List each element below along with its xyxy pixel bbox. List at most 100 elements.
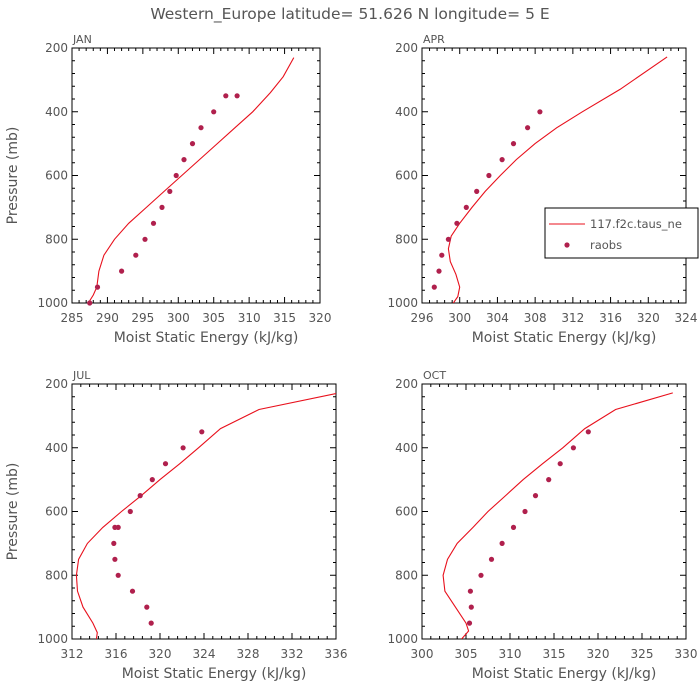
x-tick-label: 332 [281,647,304,661]
raobs-point [211,109,217,115]
y-tick-label: 600 [45,505,68,519]
legend-model-label: 117.f2c.taus_ne [590,217,682,231]
model-series-line [447,56,668,303]
raobs-point [137,493,143,499]
raobs-point [167,188,173,194]
raobs-point [532,493,539,499]
y-tick-label: 800 [395,568,418,582]
panel-label: JUL [72,369,91,382]
raobs-point [129,588,136,594]
raobs-point [463,204,469,210]
raobs-point [510,141,517,147]
x-tick-label: 296 [411,311,434,325]
raobs-point [510,524,517,531]
panel-label: JAN [72,33,92,46]
plot-frame [71,47,321,304]
raobs-point [148,620,154,626]
legend-obs-swatch [564,242,570,248]
legend-box [544,207,699,259]
raobs-point [499,540,505,547]
x-tick-label: 305 [202,311,225,325]
raobs-point [467,588,473,594]
raobs-point [198,125,204,131]
raobs-point [115,524,121,531]
legend-obs-label: raobs [590,238,622,252]
y-tick-label: 600 [45,169,68,183]
x-tick-label: 320 [149,647,172,661]
raobs-point [149,477,155,483]
x-tick-label: 320 [309,311,332,325]
figure-title: Western_Europe latitude= 51.626 N longit… [150,5,549,24]
model-series-line [87,57,295,303]
raobs-point [585,429,591,435]
x-tick-label: 325 [631,647,654,661]
y-tick-label: 800 [395,232,418,246]
x-tick-label: 324 [193,647,216,661]
raobs-point [94,284,101,290]
raobs-point [119,268,125,274]
y-tick-label: 200 [45,377,68,391]
raobs-point [436,268,442,274]
x-tick-label: 300 [411,647,434,661]
y-tick-label: 400 [395,441,418,455]
x-tick-label: 320 [637,311,660,325]
model-series-line [442,392,673,639]
x-tick-label: 324 [675,311,698,325]
x-axis-label: Moist Static Energy (kJ/kg) [472,330,657,346]
raobs-point [150,220,157,226]
y-tick-label: 1000 [387,632,418,646]
x-tick-label: 336 [325,647,348,661]
x-tick-label: 320 [587,647,610,661]
panel-oct: OCT 300 305 310 315 320 325 330 200 400 600 800 1000… [387,369,697,682]
y-tick-label: 200 [395,377,418,391]
raobs-point [570,445,577,451]
raobs-point [454,220,460,226]
raobs-point [557,461,563,467]
x-axis-label: Moist Static Energy (kJ/kg) [122,666,307,682]
panel-label: OCT [423,369,446,382]
panel-jul: JUL 312 316 320 324 328 332 336 200 400 600 800 1000… [5,369,347,682]
x-tick-label: 305 [455,647,478,661]
x-tick-label: 312 [561,311,584,325]
x-tick-label: 312 [61,647,84,661]
raobs-point [127,508,133,515]
x-tick-label: 295 [131,311,154,325]
x-tick-label: 308 [524,311,547,325]
x-tick-label: 315 [543,647,566,661]
raobs-point [133,252,139,258]
raobs-point [144,604,150,610]
raobs-point [234,93,240,99]
x-tick-label: 310 [499,647,522,661]
y-tick-label: 800 [45,568,68,582]
raobs-point [486,172,492,179]
raobs-point [115,572,121,578]
plot-frame [71,383,337,640]
raobs-point [445,236,451,242]
raobs-point [439,252,445,258]
raobs-point [431,284,437,290]
raobs-point [546,477,552,483]
y-axis-label: Pressure (mb) [5,127,21,225]
raobs-point [488,556,495,562]
raobs-point [199,429,205,435]
y-tick-label: 200 [395,41,418,55]
x-tick-label: 304 [486,311,509,325]
x-tick-label: 310 [238,311,261,325]
x-tick-label: 330 [675,647,698,661]
raobs-point [112,556,118,562]
y-tick-label: 400 [395,105,418,119]
y-tick-label: 1000 [37,632,68,646]
y-tick-label: 1000 [387,296,418,310]
plot-frame [421,383,687,640]
raobs-point [181,157,187,163]
raobs-point [525,125,531,131]
x-axis-label: Moist Static Energy (kJ/kg) [472,666,657,682]
plot-frame [421,47,687,304]
raobs-point [173,172,179,179]
raobs-point [162,461,169,467]
raobs-point [466,620,473,626]
raobs-point [111,540,117,547]
y-tick-label: 1000 [37,296,68,310]
